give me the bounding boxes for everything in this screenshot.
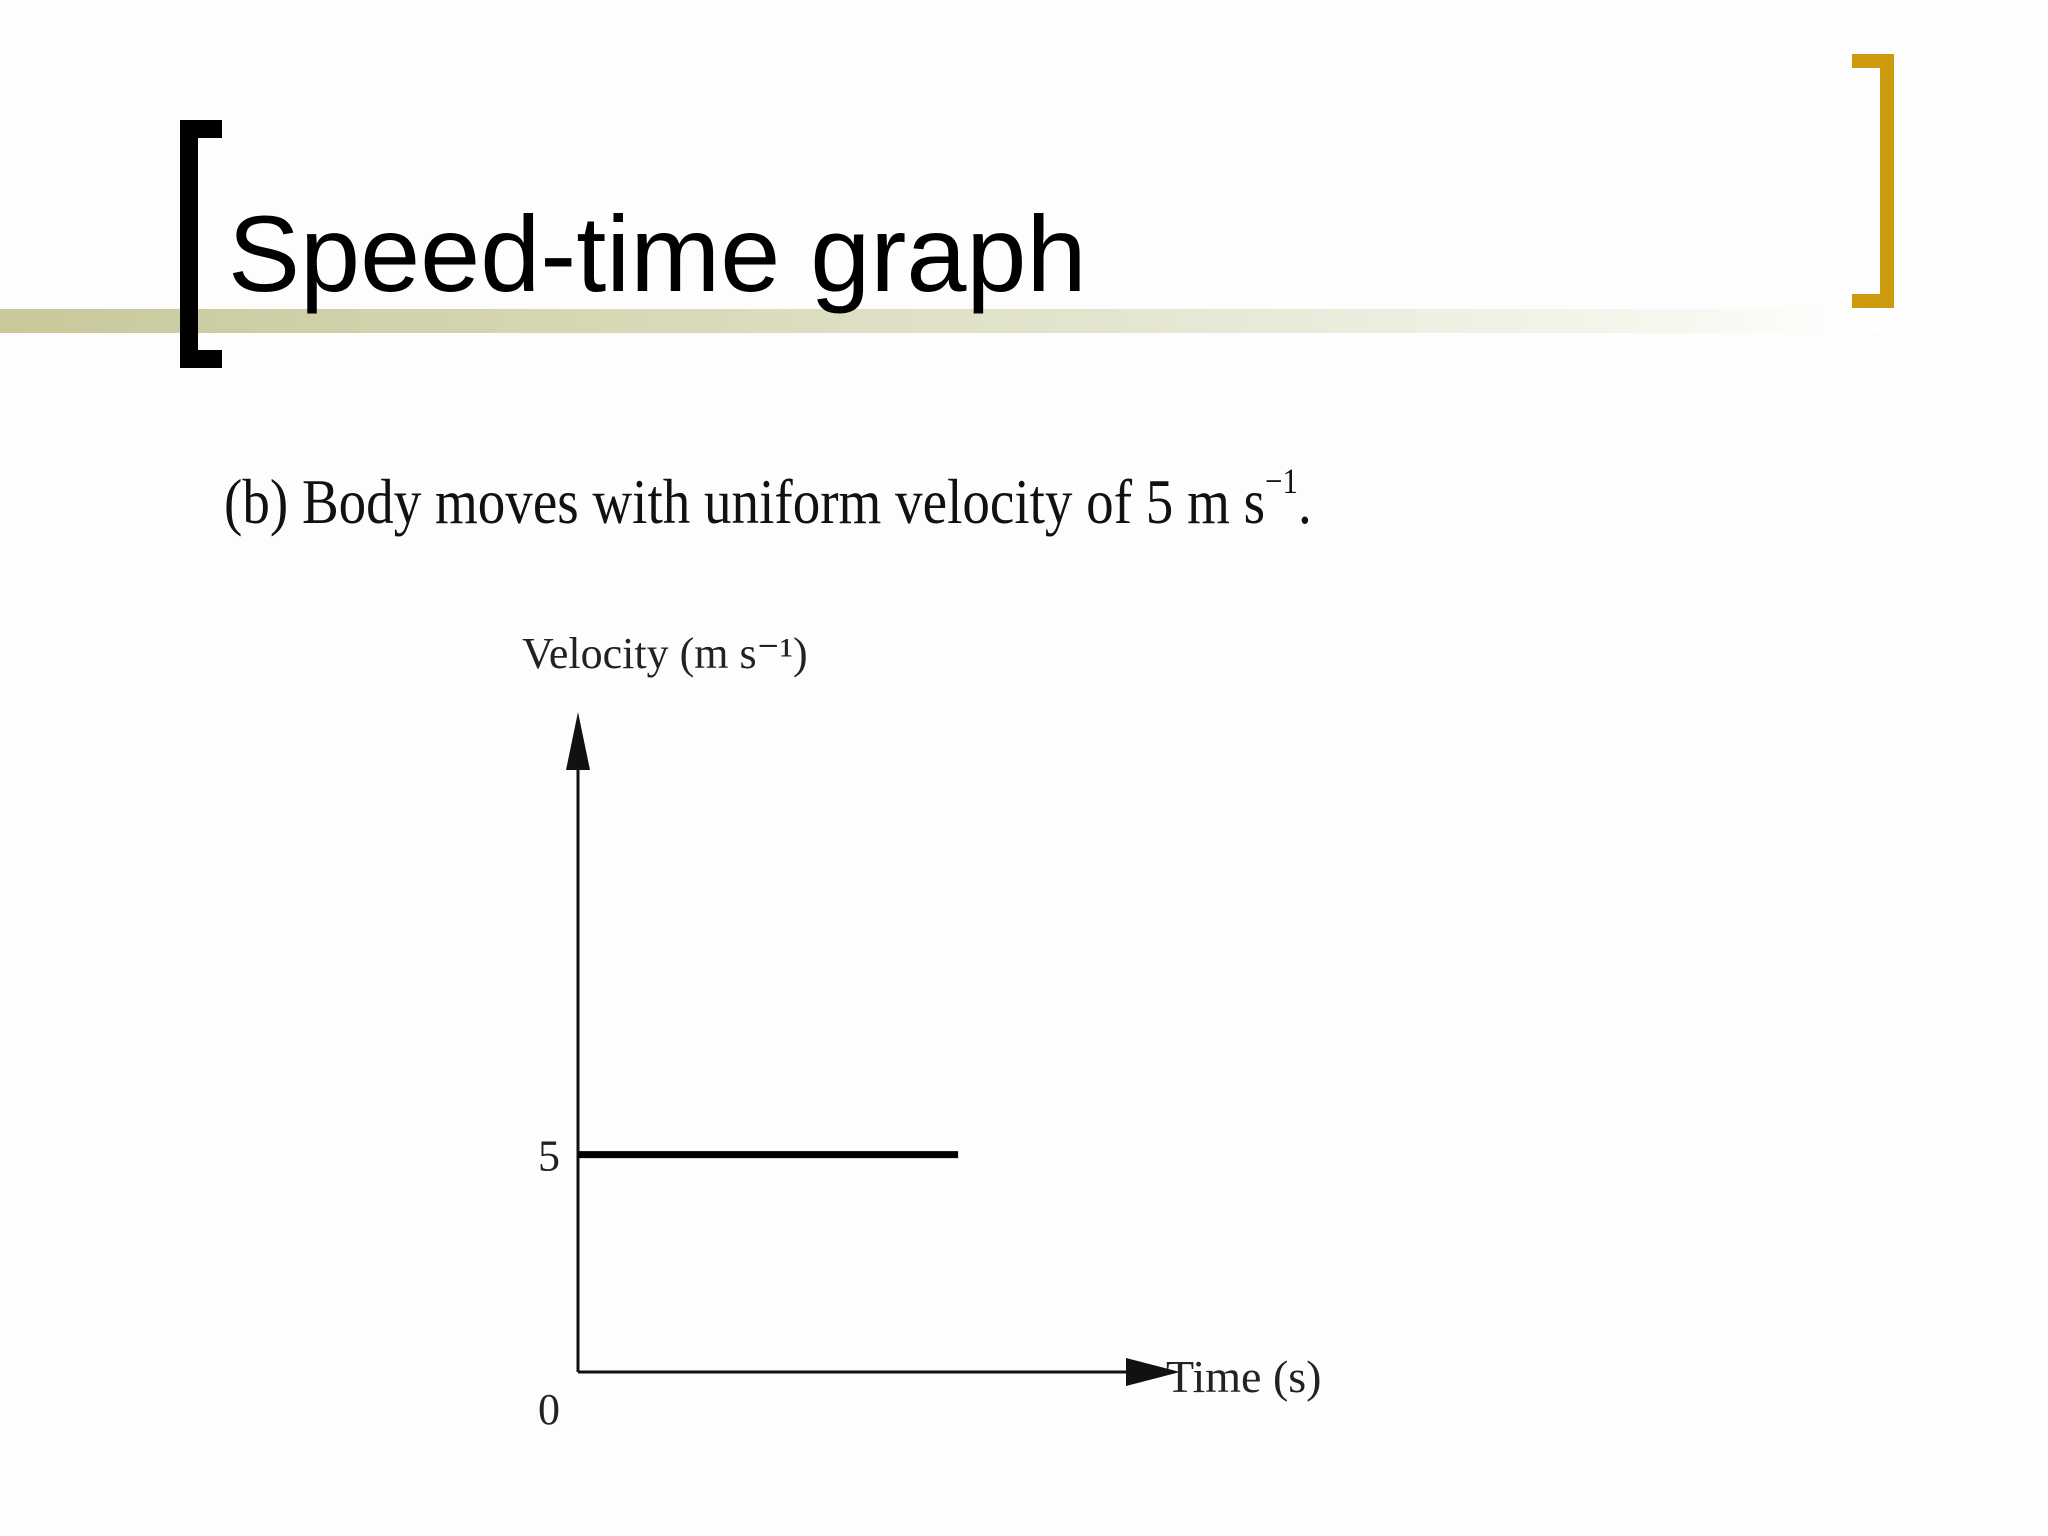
x-axis-arrow-icon xyxy=(1126,1358,1180,1386)
title-accent-band xyxy=(0,309,1880,333)
subtitle-superscript: −1 xyxy=(1265,461,1299,501)
y-tick-label: 0 xyxy=(538,1385,560,1434)
y-axis-arrow-icon xyxy=(566,712,590,770)
y-tick-labels: 05 xyxy=(538,1132,560,1434)
y-tick-label: 5 xyxy=(538,1132,560,1181)
left-bracket-decoration xyxy=(180,120,222,368)
slide-title: Speed-time graph xyxy=(228,193,1087,314)
y-axis-label: Velocity (m s⁻¹) xyxy=(522,629,808,678)
subtitle-text: (b) Body moves with uniform velocity of … xyxy=(224,466,1266,537)
slide-subtitle: (b) Body moves with uniform velocity of … xyxy=(224,460,1312,539)
right-bracket-decoration xyxy=(1852,54,1894,308)
subtitle-period: . xyxy=(1298,466,1312,537)
x-axis-label: Time (s) xyxy=(1166,1351,1322,1402)
